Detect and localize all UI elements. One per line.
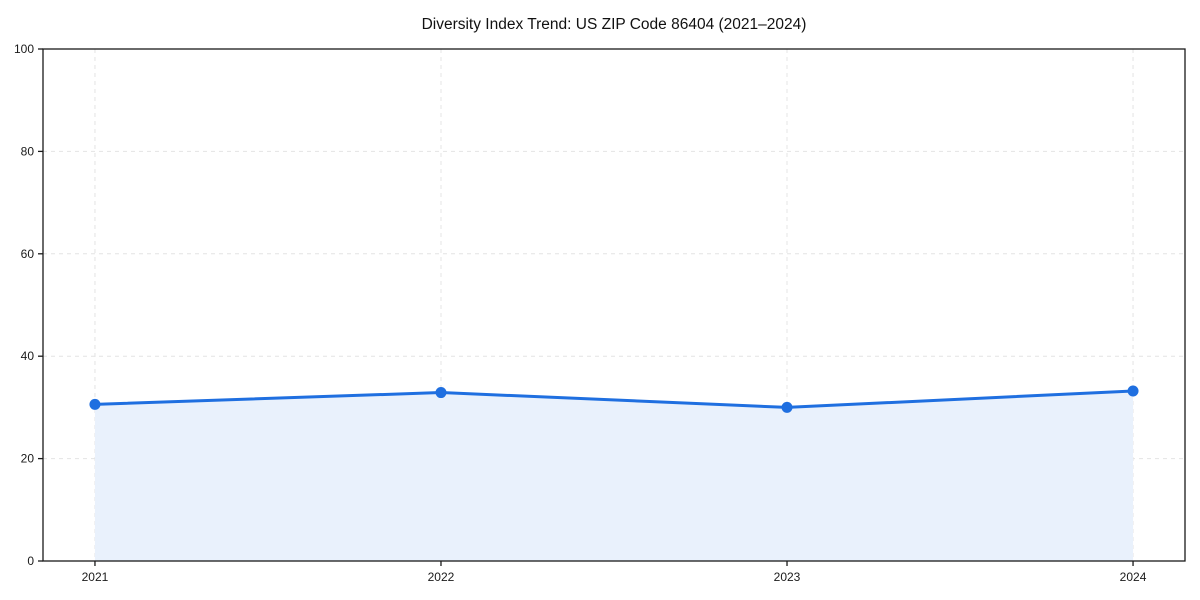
area-fill-shape — [94, 391, 1134, 561]
x-tick-label: 2021 — [82, 570, 109, 584]
y-tick-label: 100 — [14, 42, 34, 56]
data-point — [89, 398, 101, 410]
x-tick-label: 2024 — [1120, 570, 1147, 584]
trend-line-path — [93, 389, 1135, 409]
x-tick-label: 2023 — [774, 570, 801, 584]
area-fill — [94, 391, 1134, 561]
x-tick-label: 2022 — [428, 570, 455, 584]
data-points — [89, 385, 1139, 413]
y-tick-label: 40 — [21, 349, 35, 363]
data-point — [1127, 385, 1139, 397]
y-tick-label: 20 — [21, 452, 35, 466]
x-axis: 2021 2022 2023 2024 — [82, 561, 1147, 584]
trend-line — [93, 389, 1135, 409]
data-point — [435, 387, 447, 399]
chart-title: Diversity Index Trend: US ZIP Code 86404… — [422, 16, 807, 33]
y-tick-label: 60 — [21, 247, 35, 261]
plot-border-rect — [42, 48, 1186, 562]
y-tick-label: 80 — [21, 144, 35, 158]
y-tick-label: 0 — [27, 554, 34, 568]
data-point — [781, 401, 793, 413]
plot-border — [42, 48, 1186, 562]
y-axis: 0 20 40 60 80 100 — [14, 42, 43, 568]
